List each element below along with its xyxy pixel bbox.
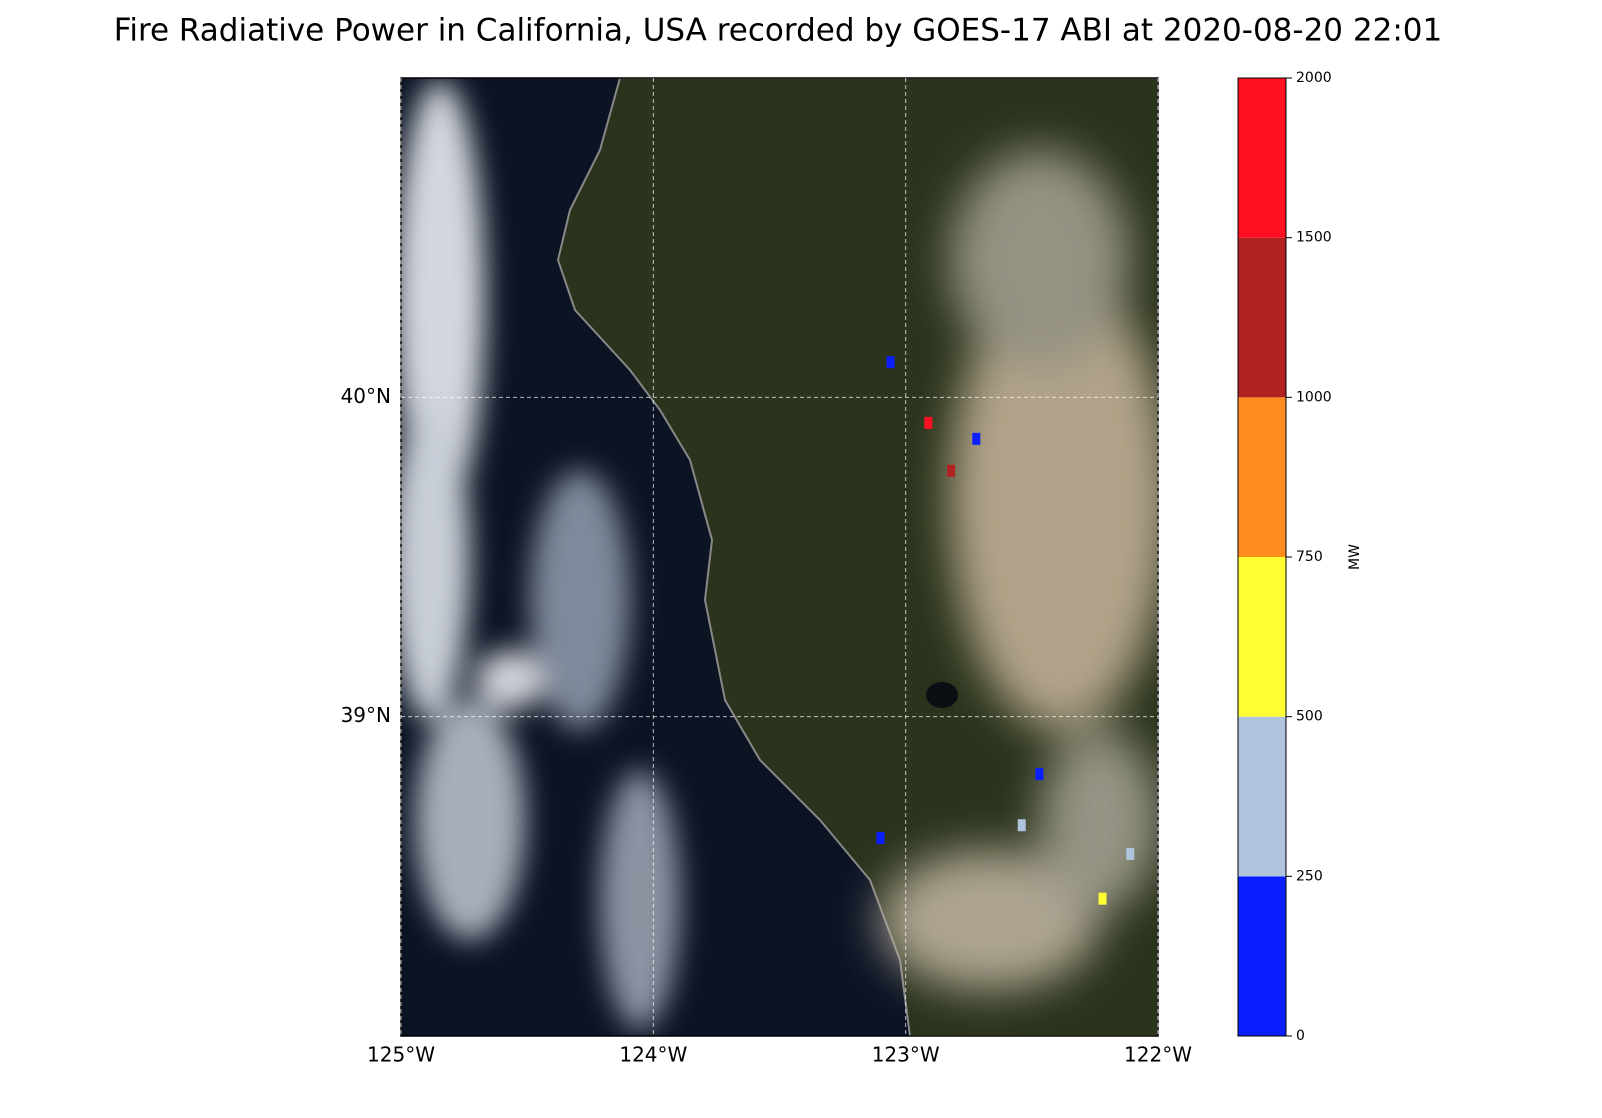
fire-pixel bbox=[1098, 892, 1107, 905]
fire-pixel bbox=[876, 832, 885, 845]
colorbar-segment bbox=[1238, 716, 1286, 877]
lake bbox=[926, 682, 958, 708]
fire-pixel bbox=[1035, 768, 1044, 781]
colorbar-tick-label: 1000 bbox=[1296, 389, 1332, 405]
colorbar: 0 250 500 750 1000 1500 2000 bbox=[1237, 70, 1332, 1044]
fire-pixel bbox=[947, 464, 956, 477]
y-tick-label: 39°N bbox=[341, 703, 391, 727]
fire-pixel bbox=[1126, 847, 1135, 860]
fire-pixel bbox=[972, 432, 981, 445]
satellite-image bbox=[401, 78, 1158, 1036]
colorbar-segment bbox=[1238, 78, 1286, 238]
colorbar-tick-label: 250 bbox=[1296, 868, 1323, 884]
fire-pixel bbox=[924, 416, 933, 429]
colorbar-tick-label: 2000 bbox=[1296, 70, 1332, 86]
x-tick-label: 123°W bbox=[872, 1043, 940, 1067]
colorbar-tick-label: 0 bbox=[1296, 1028, 1305, 1044]
x-tick-label: 125°W bbox=[367, 1043, 435, 1067]
colorbar-tick-label: 500 bbox=[1296, 709, 1323, 725]
title: Fire Radiative Power in California, USA … bbox=[114, 13, 1442, 49]
fire-pixel bbox=[886, 356, 895, 369]
colorbar-segment bbox=[1238, 397, 1286, 557]
colorbar-segment bbox=[1238, 557, 1286, 717]
y-tick-label: 40°N bbox=[341, 384, 391, 408]
colorbar-tick-label: 750 bbox=[1296, 549, 1323, 565]
x-tick-label: 122°W bbox=[1124, 1043, 1192, 1067]
colorbar-segment bbox=[1238, 237, 1286, 398]
x-tick-label: 124°W bbox=[619, 1043, 687, 1067]
colorbar-label: MW bbox=[1347, 544, 1363, 570]
fire-pixel bbox=[1017, 819, 1026, 832]
colorbar-tick-label: 1500 bbox=[1296, 230, 1332, 246]
colorbar-segment bbox=[1238, 876, 1286, 1036]
